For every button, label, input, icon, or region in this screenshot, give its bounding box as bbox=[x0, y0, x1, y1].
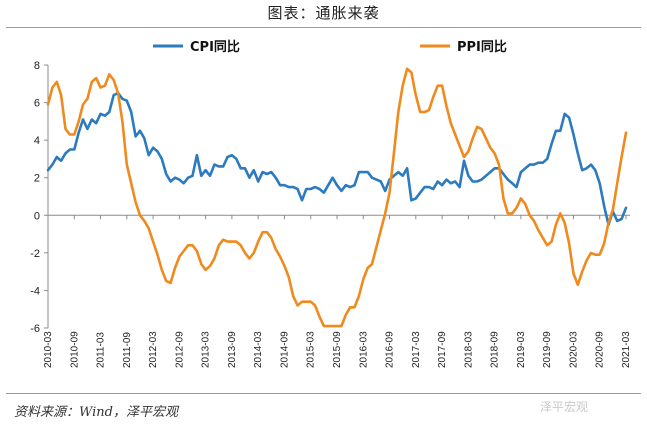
x-tick-label: 2020-03 bbox=[568, 331, 579, 368]
footer-divider bbox=[6, 393, 641, 394]
y-tick-label: -4 bbox=[30, 285, 40, 297]
line-chart: CPI同比 PPI同比 -6 -4 -2 0 2 4 6 8 2010-03 2010-09 201… bbox=[30, 39, 632, 368]
x-tick-label: 2013-09 bbox=[227, 331, 238, 368]
x-tick-label: 2020-09 bbox=[595, 331, 606, 368]
legend-label-cpi: CPI同比 bbox=[190, 39, 240, 55]
x-tick-label: 2011-03 bbox=[96, 332, 107, 368]
title-divider bbox=[6, 27, 641, 28]
x-tick-label: 2018-09 bbox=[490, 331, 501, 368]
watermark: 泽平宏观 bbox=[540, 400, 589, 414]
y-tick-label: -2 bbox=[30, 248, 40, 260]
x-tick-label: 2015-09 bbox=[332, 331, 343, 368]
x-tick-label: 2017-09 bbox=[437, 331, 448, 368]
x-tick-label: 2019-09 bbox=[542, 331, 553, 368]
x-tick-label: 2021-03 bbox=[621, 331, 632, 368]
x-tick-label: 2010-03 bbox=[43, 331, 54, 368]
y-tick-label: 4 bbox=[34, 135, 40, 147]
source-note: 资料来源：Wind，泽平宏观 bbox=[14, 405, 178, 420]
x-tick-label: 2016-09 bbox=[385, 331, 396, 368]
x-tick-label: 2016-03 bbox=[358, 331, 369, 368]
x-tick-label: 2017-03 bbox=[411, 331, 422, 368]
x-tick-label: 2014-09 bbox=[279, 331, 290, 368]
x-tick-label: 2011-09 bbox=[122, 332, 133, 368]
y-tick-label: 6 bbox=[34, 98, 40, 110]
y-tick-label: 2 bbox=[34, 173, 40, 185]
legend-label-ppi: PPI同比 bbox=[457, 39, 507, 55]
x-tick-label: 2012-09 bbox=[174, 331, 185, 368]
x-tick-label: 2014-03 bbox=[253, 331, 264, 368]
x-tick-label: 2013-03 bbox=[201, 331, 212, 368]
x-tick-label: 2018-03 bbox=[463, 331, 474, 368]
axes: -6 -4 -2 0 2 4 6 8 2010-03 2010-09 2011-03 2011-09 2… bbox=[30, 60, 632, 368]
x-tick-label: 2015-03 bbox=[306, 331, 317, 368]
page-title: 图表：通胀来袭 bbox=[267, 4, 380, 22]
y-tick-label: 8 bbox=[34, 60, 40, 72]
y-tick-label: -6 bbox=[30, 323, 40, 335]
series-line-cpi bbox=[46, 91, 628, 226]
x-tick-label: 2012-03 bbox=[148, 331, 159, 368]
y-tick-label: 0 bbox=[34, 210, 40, 222]
series-line-ppi bbox=[46, 67, 628, 328]
x-tick-label: 2019-03 bbox=[516, 331, 527, 368]
series-lines bbox=[46, 67, 628, 328]
x-tick-label: 2010-09 bbox=[69, 331, 80, 368]
legend: CPI同比 PPI同比 bbox=[153, 39, 507, 55]
